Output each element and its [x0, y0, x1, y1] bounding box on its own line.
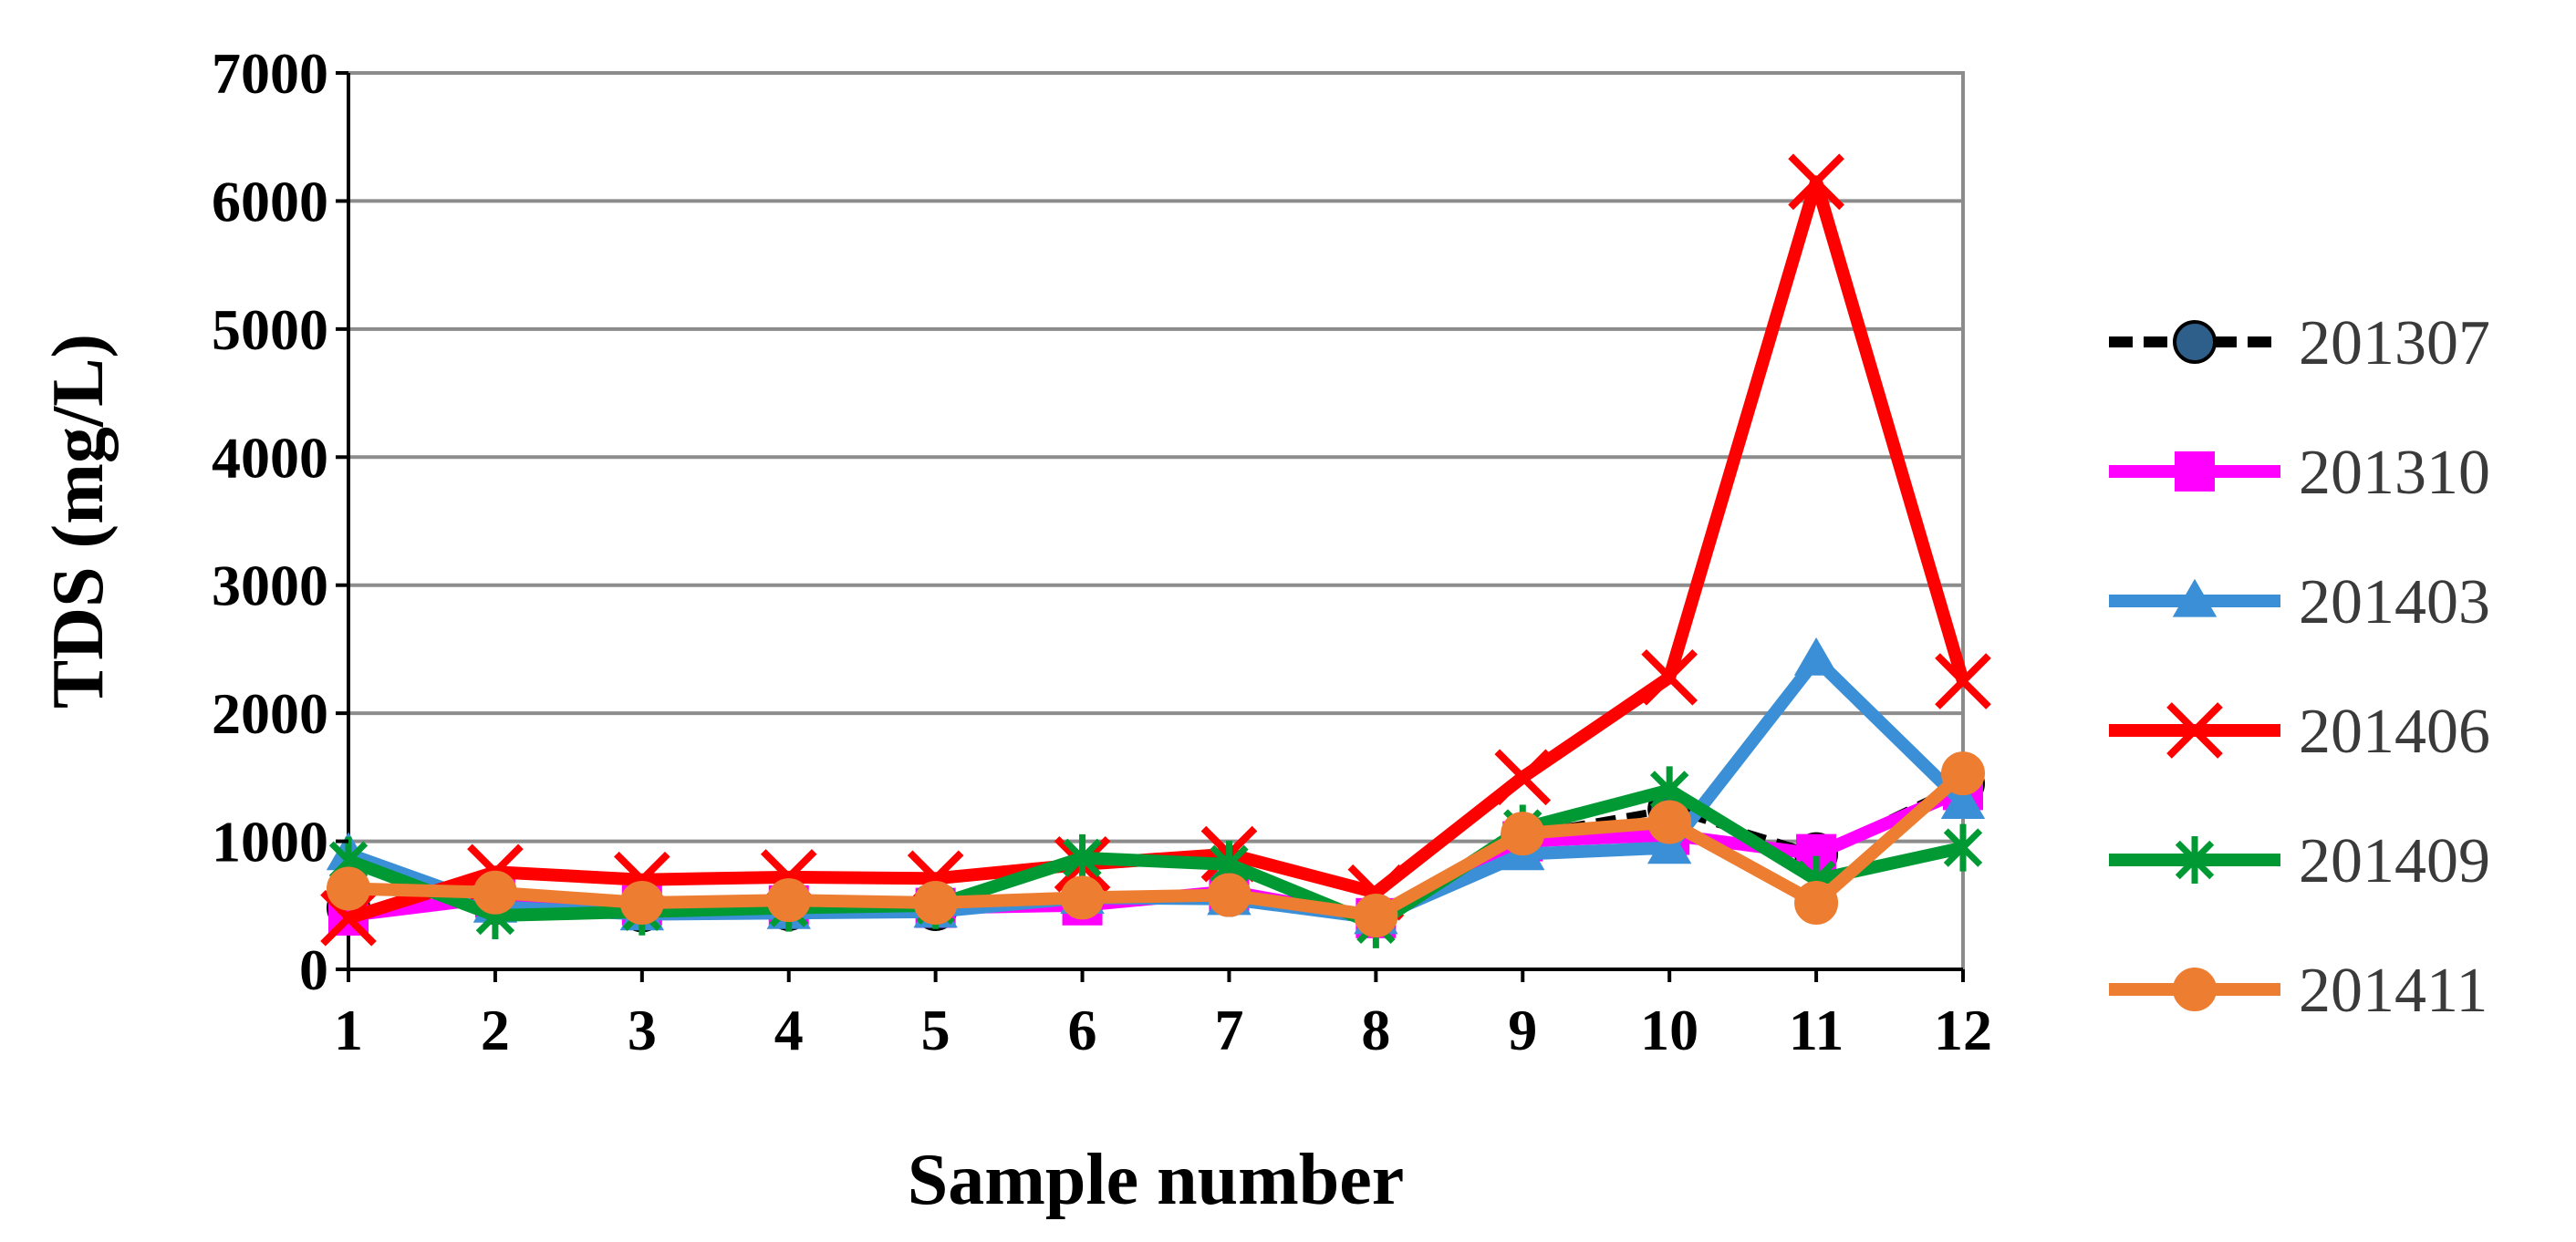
- legend-label: 201406: [2299, 697, 2490, 767]
- legend-item: 201307: [2109, 308, 2490, 378]
- legend-label: 201411: [2299, 956, 2488, 1026]
- series-line-201406: [346, 175, 1969, 925]
- x-tick-label: 2: [481, 998, 510, 1062]
- x-axis-title: Sample number: [908, 1140, 1405, 1220]
- y-tick-label: 0: [299, 937, 328, 1002]
- data-point: [1063, 833, 1102, 882]
- data-point: [913, 880, 958, 925]
- legend-label: 201310: [2299, 438, 2490, 508]
- data-point: [1647, 800, 1692, 844]
- legend-item: 201411: [2109, 956, 2488, 1026]
- legend-label: 201307: [2299, 308, 2490, 378]
- data-point: [1794, 880, 1839, 925]
- x-tick-label: 3: [628, 998, 657, 1062]
- data-point: [1641, 648, 1698, 706]
- legend-swatch-marker: [2173, 968, 2217, 1011]
- x-tick-label: 5: [921, 998, 950, 1062]
- data-point: [1941, 751, 1985, 796]
- x-tick-label: 1: [334, 998, 363, 1062]
- data-point: [1793, 637, 1839, 676]
- data-point: [1943, 823, 1983, 872]
- y-tick-label: 5000: [212, 297, 328, 362]
- y-axis-title: TDS (mg/L): [38, 334, 119, 709]
- series-layer: [320, 153, 1991, 948]
- y-tick-label: 3000: [212, 554, 328, 618]
- gridlines: [348, 71, 1963, 844]
- data-point: [1494, 749, 1552, 806]
- legend-label: 201409: [2299, 826, 2490, 896]
- legend-item: 201403: [2109, 567, 2490, 637]
- data-point: [1501, 812, 1545, 856]
- legend: 201307 201310 201403 201406 201409 201411: [2109, 308, 2490, 1026]
- legend-item: 201406: [2109, 697, 2490, 767]
- x-tick-label: 12: [1934, 998, 1992, 1062]
- legend-item: 201310: [2109, 438, 2490, 508]
- data-point: [1060, 875, 1105, 920]
- series-201411: [327, 751, 1985, 938]
- legend-swatch-marker: [2175, 836, 2215, 884]
- data-point: [1940, 781, 1986, 820]
- legend-swatch-marker: [2166, 702, 2223, 759]
- data-point: [327, 866, 370, 911]
- data-point: [766, 878, 811, 923]
- x-tick-label: 6: [1068, 998, 1097, 1062]
- data-point: [1207, 873, 1252, 917]
- legend-swatch-marker: [2175, 451, 2215, 492]
- series-line-201411: [348, 768, 1968, 923]
- data-point: [1788, 153, 1844, 211]
- data-point: [1935, 653, 1991, 709]
- x-axis-ticks: 1 2 3 4 5 6 7 8 9 10 11 12: [334, 969, 1992, 1062]
- legend-swatch-marker: [2172, 578, 2218, 617]
- x-tick-label: 8: [1361, 998, 1390, 1062]
- y-tick-label: 2000: [212, 681, 328, 746]
- y-tick-label: 6000: [212, 169, 328, 233]
- x-tick-label: 10: [1640, 998, 1698, 1062]
- plot-area: [347, 71, 1965, 971]
- x-tick-label: 11: [1789, 998, 1844, 1062]
- y-tick-label: 1000: [212, 810, 328, 875]
- y-tick-label: 7000: [212, 41, 328, 106]
- series-line-201409: [346, 783, 1965, 931]
- x-tick-label: 4: [774, 998, 804, 1062]
- data-point: [1646, 825, 1692, 864]
- legend-label: 201403: [2299, 567, 2490, 637]
- y-tick-label: 4000: [212, 425, 328, 490]
- legend-item: 201409: [2109, 826, 2490, 896]
- data-point: [473, 870, 517, 915]
- x-tick-label: 9: [1508, 998, 1537, 1062]
- series-201403: [326, 637, 1986, 935]
- data-point: [1354, 894, 1398, 938]
- legend-swatch-marker: [2173, 320, 2217, 364]
- y-axis-ticks: 0 1000 2000 3000 4000 5000 6000 7000: [212, 41, 348, 1002]
- data-point: [619, 880, 664, 925]
- x-tick-label: 7: [1214, 998, 1243, 1062]
